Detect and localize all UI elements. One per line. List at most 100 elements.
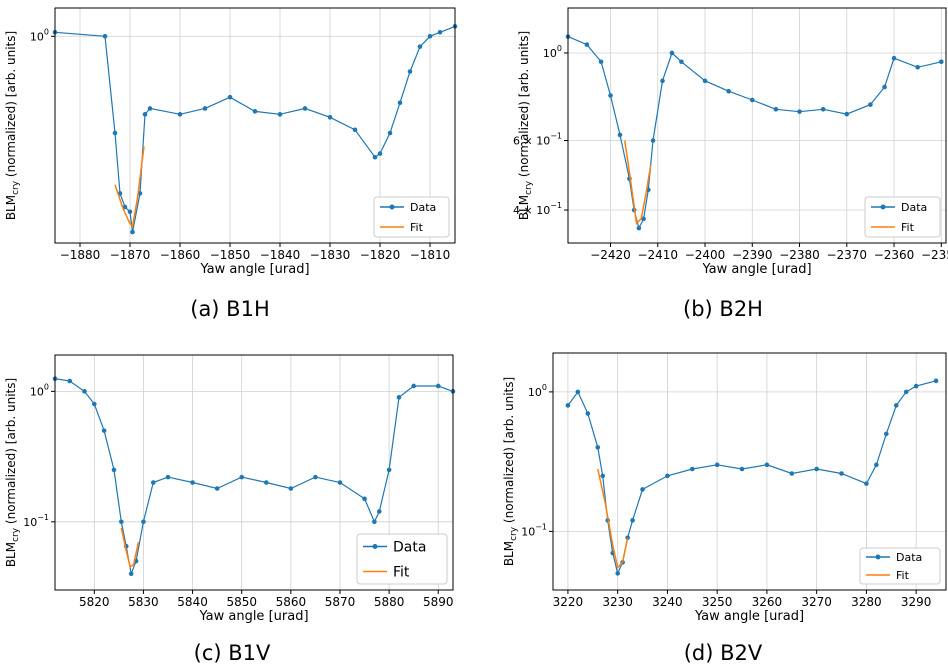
x-tick-label: 5890: [423, 595, 454, 609]
data-point: [288, 486, 294, 491]
data-point: [147, 106, 153, 111]
y-tick-exponent: 0: [557, 44, 562, 53]
data-point: [689, 466, 695, 472]
data-point: [764, 462, 770, 468]
y-axis-label-sub: cry: [524, 180, 534, 195]
data-point: [669, 50, 675, 56]
y-axis-label-sub: cry: [509, 526, 519, 541]
data-point: [575, 389, 581, 395]
x-tick-label: 3240: [652, 595, 683, 609]
x-tick-label: −2400: [685, 248, 726, 262]
legend-label: Fit: [393, 564, 410, 580]
data-point: [839, 471, 844, 476]
data-point: [263, 480, 269, 485]
y-axis-label-rest: (normalized) [arb. units]: [502, 377, 516, 527]
y-tick-label: 10−1: [521, 522, 547, 538]
x-tick-label: 5860: [276, 595, 307, 609]
data-point: [608, 93, 613, 98]
y-axis-label-sub: cry: [11, 180, 21, 195]
panel-d: 3220 3230 3240 3250 3260 3270 3280 3290 100 10−1 Y…: [502, 352, 947, 665]
y-axis-label-main: BLM: [4, 542, 18, 567]
panel-caption: (b) B2H: [683, 297, 763, 321]
y-tick-exponent: 0: [44, 27, 49, 36]
grid: [553, 353, 946, 590]
data-point: [337, 480, 343, 485]
data-point: [92, 401, 97, 407]
data-point: [739, 466, 745, 472]
x-tick-label: 3260: [752, 595, 783, 609]
data-point: [882, 84, 887, 90]
data-series-line: [567, 36, 942, 230]
data-point: [190, 480, 195, 485]
data-point: [362, 496, 367, 502]
data-point: [585, 411, 591, 416]
data-point: [726, 88, 731, 94]
y-tick-exponent: 0: [44, 382, 49, 391]
x-axis-label: Yaw angle [urad]: [701, 262, 811, 277]
x-tick-label: 3290: [901, 595, 932, 609]
data-point: [150, 480, 156, 485]
x-tick-label: 3250: [702, 595, 733, 609]
data-point: [112, 130, 118, 136]
data-point: [630, 518, 635, 523]
legend-label: Data: [393, 539, 426, 555]
grid: [55, 8, 455, 243]
panel-caption: (c) B1V: [194, 641, 271, 665]
x-tick-label: 3270: [801, 595, 832, 609]
y-axis-label: BLMcry (normalized) [arb. units]: [517, 31, 534, 220]
y-axis-label-main: BLM: [4, 195, 18, 220]
y-axis-label: BLMcry (normalized) [arb. units]: [502, 377, 519, 566]
y-tick-label: 4 × 10−1: [513, 201, 562, 217]
y-axis-label-rest: (normalized) [arb. units]: [4, 31, 18, 181]
data-point: [427, 33, 433, 39]
data-point: [214, 486, 220, 491]
data-point: [227, 94, 233, 100]
data-point: [933, 378, 939, 384]
data-point: [435, 383, 441, 389]
data-point: [665, 473, 670, 479]
data-point: [396, 395, 402, 400]
data-point: [313, 474, 318, 480]
x-tick-label: 5840: [177, 595, 208, 609]
x-tick-label: −1830: [310, 248, 351, 262]
x-tick-label: 5870: [325, 595, 356, 609]
data-point: [437, 29, 443, 35]
data-point: [386, 467, 392, 473]
panel-caption: (a) B1H: [190, 297, 270, 321]
x-tick-label: −2390: [732, 248, 773, 262]
y-tick-label: 100: [30, 27, 49, 43]
x-tick-label: −2410: [637, 248, 678, 262]
x-tick-label: 3280: [851, 595, 882, 609]
data-point: [565, 403, 571, 408]
legend-marker: [875, 554, 881, 560]
data-point: [636, 225, 642, 231]
data-point: [372, 519, 377, 525]
data-point: [584, 42, 590, 47]
legend-label: Fit: [410, 221, 424, 234]
data-point: [660, 78, 665, 84]
y-axis-label-main: BLM: [502, 541, 516, 566]
x-tick-label: 3220: [553, 595, 584, 609]
y-tick-label: 100: [30, 382, 49, 398]
data-point: [702, 78, 708, 84]
x-tick-label: −2380: [779, 248, 820, 262]
data-point: [372, 154, 378, 160]
legend-marker: [880, 204, 886, 210]
data-point: [868, 102, 873, 107]
data-point: [773, 106, 779, 112]
x-axis-label: Yaw angle [urad]: [199, 262, 309, 277]
data-point: [277, 112, 283, 117]
data-point: [874, 462, 879, 468]
data-point: [128, 571, 134, 577]
data-point: [844, 111, 850, 117]
data-point: [820, 106, 826, 112]
x-tick-label: 5830: [128, 595, 159, 609]
y-axis-label: BLMcry (normalized) [arb. units]: [4, 378, 21, 567]
x-tick-label: 5820: [79, 595, 110, 609]
data-point: [122, 204, 128, 210]
data-point: [376, 509, 382, 514]
y-tick-label: 6 × 10−1: [513, 132, 562, 148]
data-point: [352, 127, 358, 133]
legend-label: Data: [901, 201, 927, 214]
data-point: [67, 378, 73, 384]
